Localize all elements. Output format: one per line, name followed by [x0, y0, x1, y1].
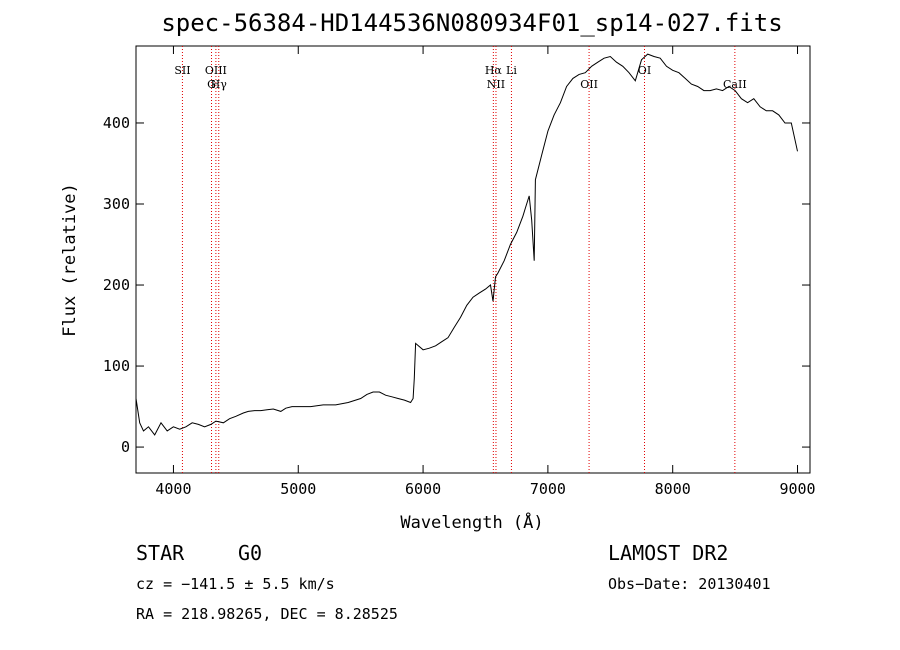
x-axis-label: Wavelength (Å) — [400, 511, 543, 533]
coordinates: RA = 218.98265, DEC = 8.28525 — [136, 605, 398, 623]
line-marker-label: SII — [174, 64, 190, 77]
survey-name: LAMOST DR2 — [608, 541, 729, 565]
axis-ticks: 4000 5000 6000 7000 8000 9000 0 100 200 300 400 — [103, 46, 816, 498]
y-axis-label: Flux (relative) — [60, 183, 80, 337]
y-tick-label: 400 — [103, 114, 130, 132]
line-marker-label: NII — [487, 78, 505, 91]
chart-title: spec-56384-HD144536N080934F01_sp14-027.f… — [161, 9, 782, 37]
object-type: STAR — [136, 541, 185, 565]
line-marker-label: Hα — [485, 64, 503, 77]
y-tick-label: 200 — [103, 276, 130, 294]
spectral-subclass: G0 — [238, 541, 263, 565]
line-marker-label: OII — [580, 78, 598, 91]
line-marker-label: Hγ — [211, 78, 228, 91]
line-marker-label: CaII — [723, 78, 747, 91]
line-marker-label: Li — [506, 64, 517, 77]
x-tick-label: 9000 — [779, 480, 815, 498]
plot-frame — [135, 45, 811, 474]
y-tick-label: 0 — [121, 438, 130, 456]
y-tick-label: 300 — [103, 195, 130, 213]
redshift-velocity: cz = −141.5 ± 5.5 km/s — [136, 575, 335, 593]
series-layer — [135, 53, 798, 436]
x-tick-label: 5000 — [280, 480, 316, 498]
x-tick-label: 7000 — [530, 480, 566, 498]
line-marker-label: OIII — [205, 64, 227, 77]
observation-date: Obs−Date: 20130401 — [608, 575, 771, 593]
x-tick-label: 6000 — [405, 480, 441, 498]
x-tick-label: 4000 — [155, 480, 191, 498]
line-marker-label: OI — [638, 64, 651, 77]
line-marker-label: G — [207, 78, 216, 91]
spectrum-line — [135, 53, 798, 436]
x-tick-label: 8000 — [655, 480, 691, 498]
y-tick-label: 100 — [103, 357, 130, 375]
